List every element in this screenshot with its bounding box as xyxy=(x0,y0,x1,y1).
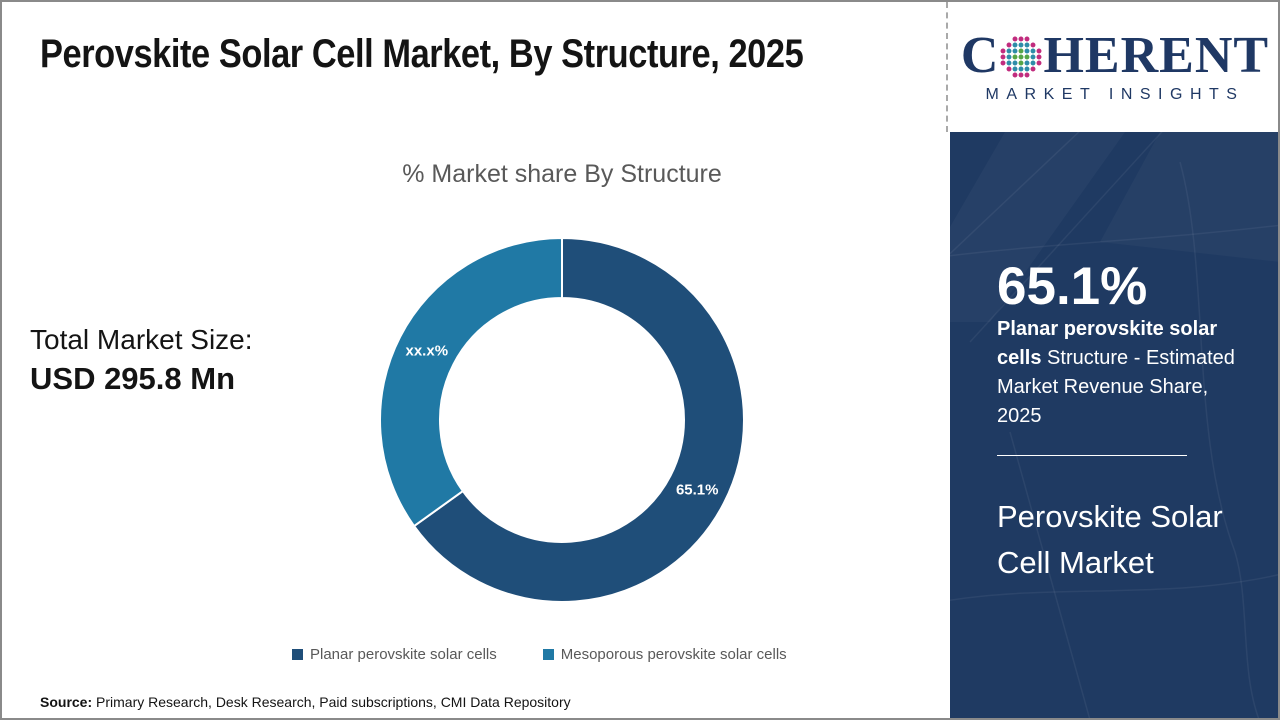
page-title: Perovskite Solar Cell Market, By Structu… xyxy=(40,32,804,76)
sidebar-stat-rest: Structure - Estimated Market Revenue Sha… xyxy=(997,347,1235,427)
chart-legend: Planar perovskite solar cells Mesoporous … xyxy=(292,646,787,663)
sidebar-stat-description: Planar perovskite solar cells Structure … xyxy=(997,315,1241,431)
total-market-size-label: Total Market Size: xyxy=(30,324,253,355)
sidebar-stat-value: 65.1% xyxy=(997,257,1148,316)
logo-letter-c: C xyxy=(960,27,1000,84)
sidebar-divider xyxy=(997,455,1187,456)
donut-segment xyxy=(413,237,745,603)
globe-dots-icon xyxy=(1001,36,1042,78)
header-logo-divider xyxy=(946,2,948,132)
sidebar: 65.1% Planar perovskite solar cells Stru… xyxy=(950,132,1278,718)
total-market-size-block: Total Market Size: USD 295.8 Mn xyxy=(30,324,253,397)
sidebar-market-name: Perovskite Solar Cell Market xyxy=(997,499,1223,580)
legend-label: Mesoporous perovskite solar cells xyxy=(560,646,787,663)
legend-marker xyxy=(292,649,303,660)
legend-marker xyxy=(542,649,554,660)
source-note: Source: Primary Research, Desk Research,… xyxy=(40,694,571,710)
chart-title: % Market share By Structure xyxy=(402,160,722,188)
logo-subtitle: MARKET INSIGHTS xyxy=(985,86,1245,103)
logo-word-rest: HERENT xyxy=(1043,27,1270,84)
donut-segment xyxy=(379,237,563,528)
donut-segment-label: xx.x% xyxy=(406,343,449,360)
total-market-size-value: USD 295.8 Mn xyxy=(30,361,236,396)
logo-wordmark: C HERENT xyxy=(961,30,1269,82)
source-label: Source: xyxy=(40,694,93,710)
legend-item: Mesoporous perovskite solar cells xyxy=(542,646,787,663)
sidebar-map-texture xyxy=(950,132,1278,718)
source-text: Primary Research, Desk Research, Paid su… xyxy=(92,694,571,710)
coherent-market-insights-logo: C HERENT MARKET INSIGHTS xyxy=(950,2,1278,132)
sidebar-stat-segment: Planar perovskite solar cells xyxy=(997,318,1218,369)
legend-item: Planar perovskite solar cells xyxy=(292,646,497,663)
donut-segment-label: 65.1% xyxy=(676,481,719,498)
donut-chart: 65.1% xx.x% xyxy=(379,237,745,603)
legend-label: Planar perovskite solar cells xyxy=(310,646,497,663)
